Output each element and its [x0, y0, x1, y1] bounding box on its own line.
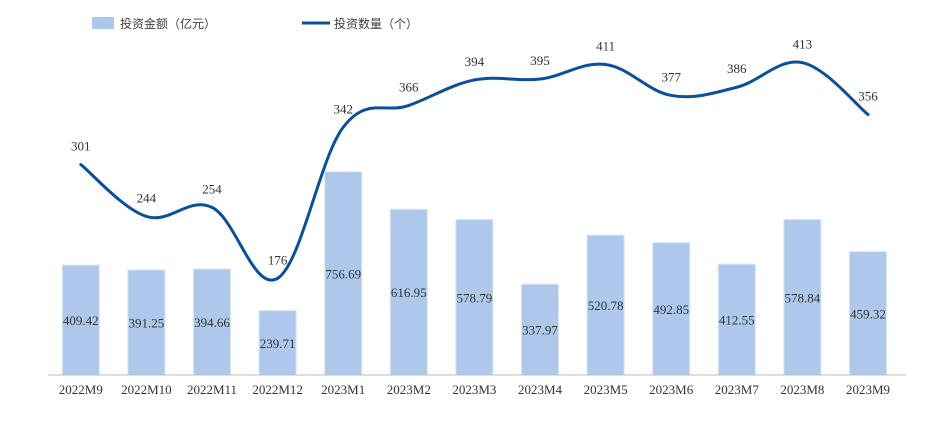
bar-value-label: 391.25	[129, 315, 165, 330]
x-axis-tick-labels: 2022M9 2022M10 2022M11 2022M12 2023M1 2023M2 2…	[59, 382, 890, 397]
legend-line-label: 投资数量（个）	[334, 16, 418, 31]
line-value-label: 254	[202, 181, 222, 196]
bar-value-labels: 409.42 391.25 394.66 239.71 756.69 616.95 578.…	[63, 266, 886, 350]
bar-value-label: 578.79	[457, 290, 493, 305]
x-tick-label: 2023M3	[452, 382, 496, 397]
bar-value-label: 394.66	[194, 315, 230, 330]
x-tick-label: 2023M7	[715, 382, 760, 397]
line-value-label: 386	[727, 61, 747, 76]
x-tick-label: 2022M12	[252, 382, 303, 397]
line-value-label: 342	[333, 101, 353, 116]
legend-bar-swatch	[92, 17, 114, 29]
bar-value-label: 409.42	[63, 313, 99, 328]
bar	[717, 263, 756, 376]
legend-bar-label: 投资金额（亿元）	[120, 16, 216, 31]
legend: 投资金额（亿元） 投资数量（个）	[92, 16, 418, 31]
x-tick-label: 2023M2	[387, 382, 431, 397]
bar	[127, 269, 166, 376]
bar	[652, 242, 691, 376]
bar	[849, 251, 887, 376]
bar-value-label: 492.85	[653, 302, 689, 317]
bar-value-label: 337.97	[522, 323, 558, 338]
x-tick-label: 2023M6	[649, 382, 694, 397]
x-tick-label: 2023M9	[846, 382, 890, 397]
line-value-label: 395	[530, 53, 550, 68]
bar-value-label: 756.69	[325, 266, 361, 281]
line-value-label: 413	[793, 37, 813, 52]
x-tick-label: 2022M10	[121, 382, 172, 397]
bar	[521, 283, 559, 376]
bar-value-label: 412.55	[719, 313, 755, 328]
line-value-label: 301	[71, 139, 91, 154]
bar	[324, 171, 363, 376]
x-tick-label: 2022M11	[187, 382, 237, 397]
line-value-label: 366	[399, 79, 419, 94]
bar-value-label: 578.84	[785, 290, 821, 305]
line-value-labels: 301 244 254 176 342 366 394 395 411 377 386 413 356	[71, 37, 878, 268]
bar-value-label: 520.78	[588, 298, 624, 313]
bar-value-label: 616.95	[391, 285, 427, 300]
line-value-label: 377	[661, 69, 681, 84]
line-value-label: 411	[596, 38, 615, 53]
line-value-label: 176	[268, 252, 288, 267]
line-value-label: 244	[137, 190, 157, 205]
bar-series	[61, 171, 887, 376]
bar	[783, 219, 822, 376]
bar	[258, 310, 297, 376]
bar-value-label: 459.32	[850, 306, 886, 321]
bar-value-label: 239.71	[260, 336, 296, 351]
bar	[455, 219, 494, 376]
x-tick-label: 2023M4	[518, 382, 563, 397]
line-series	[79, 60, 870, 282]
bar	[586, 234, 625, 376]
x-tick-label: 2023M5	[584, 382, 628, 397]
x-tick-label: 2023M1	[321, 382, 365, 397]
line-value-label: 394	[465, 54, 485, 69]
bar	[389, 208, 428, 376]
x-tick-label: 2023M8	[780, 382, 824, 397]
x-tick-label: 2022M9	[59, 382, 103, 397]
line-value-label: 356	[858, 89, 878, 104]
